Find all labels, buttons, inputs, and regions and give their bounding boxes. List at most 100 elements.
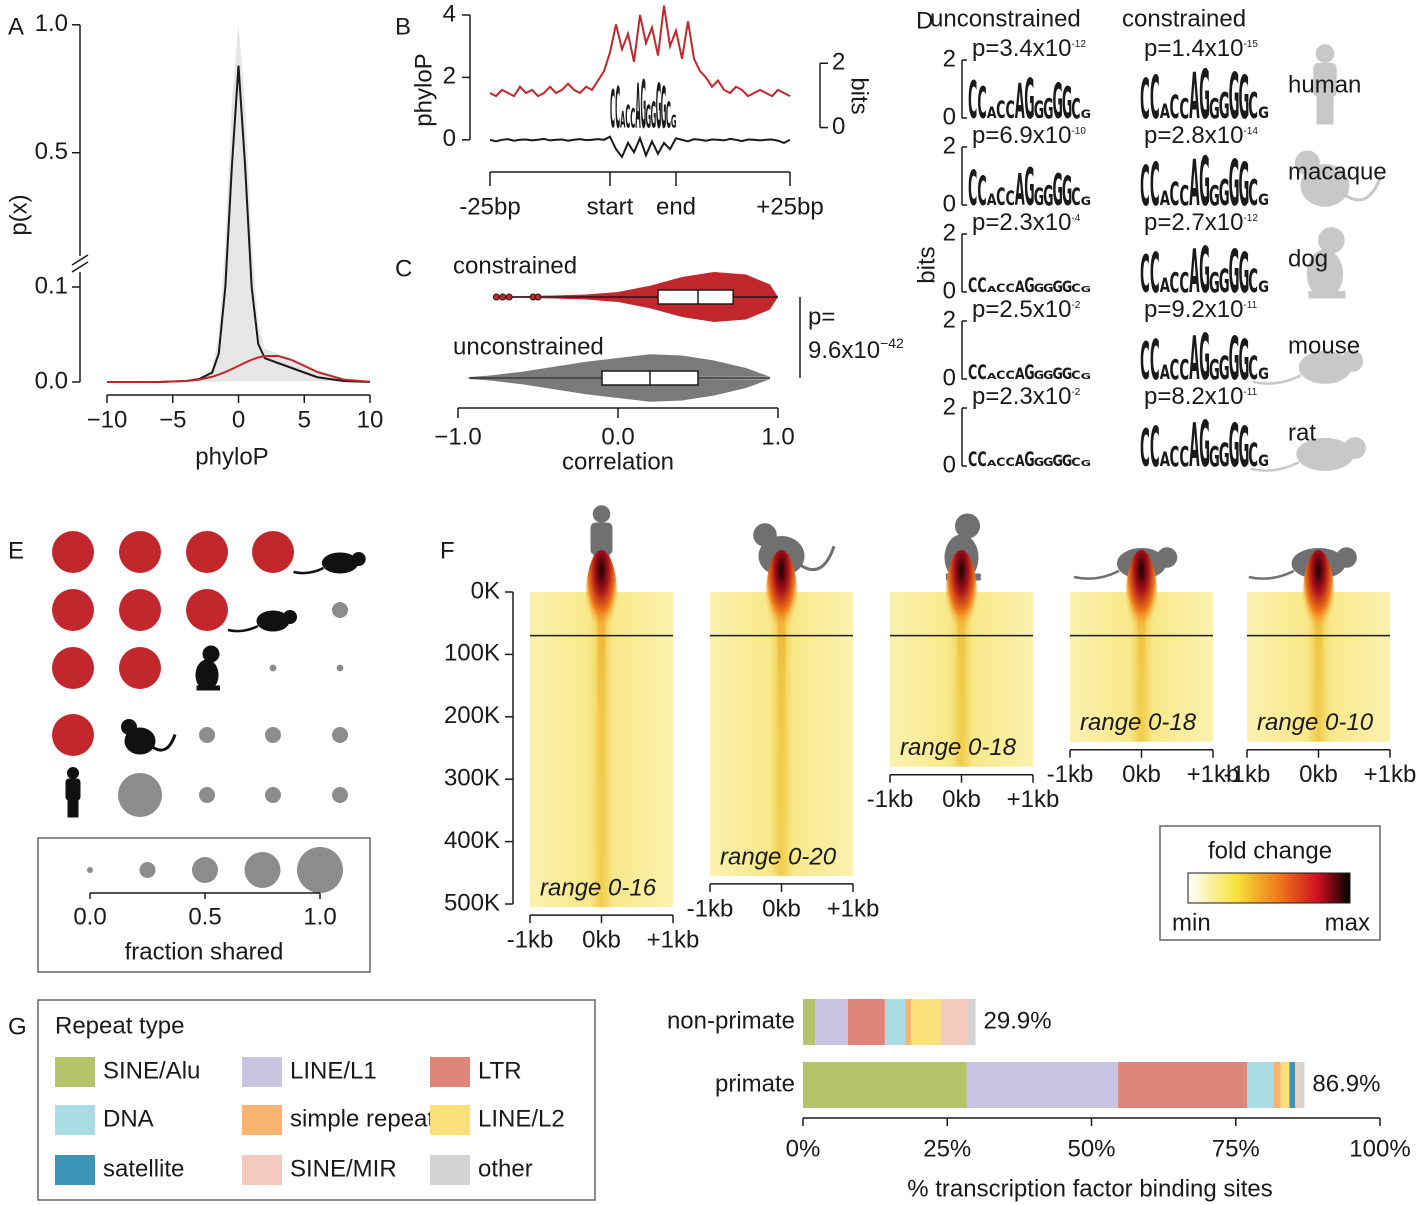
y-tick-label: 2 bbox=[943, 219, 956, 246]
p-value-exponent: -14 bbox=[1243, 126, 1258, 137]
bubble bbox=[186, 589, 228, 631]
p-value-exponent: -4 bbox=[1071, 213, 1080, 224]
logo-letter: A bbox=[987, 372, 998, 381]
axis-break bbox=[71, 254, 89, 266]
silhouette-part bbox=[124, 727, 156, 755]
logo-letter: G bbox=[671, 113, 677, 133]
bar-segment bbox=[803, 1062, 967, 1108]
logo-letter: A bbox=[1189, 145, 1199, 220]
bar-segment bbox=[1289, 1062, 1296, 1108]
p-value-base: p=2.5x10 bbox=[972, 296, 1071, 323]
logo-letter: G bbox=[1209, 268, 1220, 300]
legend-label: SINE/MIR bbox=[290, 1155, 397, 1182]
column-header: unconstrained bbox=[930, 5, 1081, 32]
x-tick-label: -1kb bbox=[687, 895, 734, 922]
logo-letter: A bbox=[987, 459, 998, 468]
y-tick-label: 100K bbox=[444, 640, 500, 667]
panel-letter: D bbox=[916, 7, 933, 34]
category-label: non-primate bbox=[667, 1007, 795, 1034]
y-axis-title: bits bbox=[913, 246, 940, 283]
bubble bbox=[252, 531, 294, 573]
heatmap-streak bbox=[777, 592, 786, 876]
y-tick-label: 0 bbox=[943, 277, 956, 304]
p-value: p=2.3x10-2 bbox=[972, 383, 1081, 410]
logo-letter: G bbox=[1034, 455, 1044, 469]
x-tick-label: 0.5 bbox=[188, 903, 221, 930]
logo-letter: G bbox=[1199, 406, 1210, 481]
x-tick-label: 0kb bbox=[1122, 761, 1161, 788]
logo-letter: A bbox=[1189, 58, 1199, 133]
heatmap-peak bbox=[1125, 550, 1158, 650]
legend-swatch bbox=[430, 1105, 470, 1135]
logo-letter: G bbox=[1052, 164, 1062, 216]
x-tick-label: -1kb bbox=[507, 926, 554, 953]
legend-bubble bbox=[87, 867, 93, 873]
outlier bbox=[492, 293, 500, 301]
silhouette-part bbox=[202, 645, 220, 663]
p-value-exponent: -2 bbox=[1071, 300, 1080, 311]
y-tick-label: 0 bbox=[943, 451, 956, 478]
logo-letter: G bbox=[1062, 366, 1072, 384]
logo-letter: G bbox=[1229, 325, 1240, 394]
heatmap-peak bbox=[1302, 550, 1335, 650]
species-name: dog bbox=[1288, 245, 1328, 272]
bubble bbox=[52, 714, 94, 756]
logo-letter: G bbox=[1062, 169, 1072, 215]
logo-letter: C bbox=[630, 103, 635, 134]
legend-swatch bbox=[242, 1057, 282, 1087]
x-tick-label: -1kb bbox=[1047, 761, 1094, 788]
logo-letter: G bbox=[1219, 349, 1230, 387]
silhouette-part bbox=[121, 719, 137, 735]
species-silhouette bbox=[293, 552, 366, 575]
logo-letter: G bbox=[1024, 157, 1034, 217]
logo-letter: A bbox=[1160, 99, 1170, 122]
logo-letter: G bbox=[1043, 455, 1053, 469]
panel-letter: C bbox=[395, 255, 412, 282]
bubble bbox=[52, 589, 94, 631]
logo-letter: A bbox=[1160, 186, 1170, 209]
logo-letter: C bbox=[1140, 66, 1150, 132]
bar-segment bbox=[940, 999, 967, 1045]
species-silhouette bbox=[121, 719, 177, 755]
logo-letter: G bbox=[1081, 372, 1091, 381]
bubble bbox=[332, 727, 348, 743]
logo-letter: C bbox=[968, 163, 977, 218]
logo-letter: C bbox=[1140, 244, 1150, 304]
logo-letter: A bbox=[1189, 238, 1199, 307]
silhouette-part bbox=[67, 767, 79, 779]
logo-letter: G bbox=[1209, 94, 1220, 126]
silhouette-part bbox=[753, 523, 777, 547]
heatmap-streak bbox=[1137, 592, 1146, 742]
logo-letter: G bbox=[1043, 281, 1053, 295]
silhouette-part bbox=[1300, 164, 1350, 207]
legend-label: LINE/L2 bbox=[478, 1105, 565, 1132]
bar-segment bbox=[1247, 1062, 1274, 1108]
logo-letter: A bbox=[1015, 164, 1025, 216]
species-silhouette bbox=[227, 610, 297, 633]
bubble bbox=[119, 589, 161, 631]
silhouette-part bbox=[351, 552, 366, 566]
p-value-exponent: -15 bbox=[1243, 39, 1258, 50]
y-tick-label: 0 bbox=[943, 103, 956, 130]
x-tick-label: 0% bbox=[786, 1135, 821, 1162]
bubble bbox=[269, 664, 277, 672]
logo-letter: G bbox=[1238, 327, 1249, 393]
heatmap-range: range 0-18 bbox=[1080, 709, 1197, 736]
series-line bbox=[489, 5, 791, 98]
silhouette-part bbox=[67, 798, 79, 818]
silhouette-part bbox=[151, 734, 177, 752]
x-tick-label: 50% bbox=[1067, 1135, 1115, 1162]
legend-label: LTR bbox=[478, 1057, 522, 1084]
p-value-exponent: -10 bbox=[1071, 126, 1086, 137]
silhouette-part bbox=[1316, 94, 1334, 125]
logo-letter: G bbox=[1043, 94, 1053, 126]
bar-segment bbox=[815, 999, 849, 1045]
legend-label: LINE/L1 bbox=[290, 1057, 377, 1084]
logo-letter: C bbox=[1150, 151, 1160, 220]
species-silhouette bbox=[753, 523, 836, 576]
logo-letter: G bbox=[1209, 355, 1220, 387]
bar-segment bbox=[803, 999, 816, 1045]
y-tick-label: 0 bbox=[443, 125, 456, 152]
logo-letter: C bbox=[968, 448, 977, 471]
logo-letter: C bbox=[625, 100, 630, 136]
